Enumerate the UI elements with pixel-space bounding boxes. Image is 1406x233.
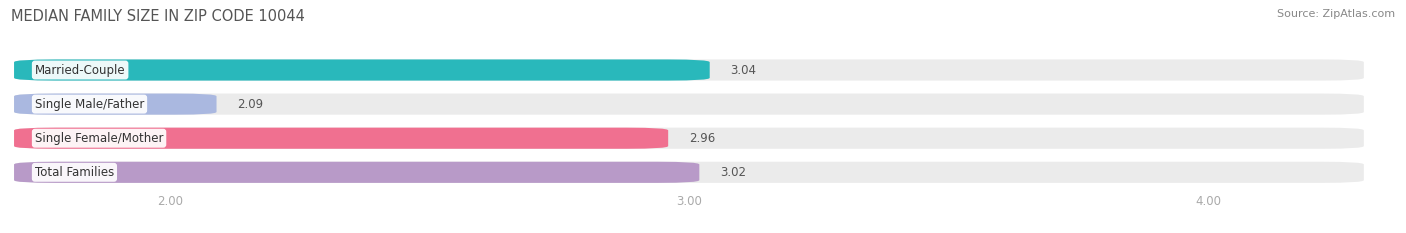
Text: Single Male/Father: Single Male/Father <box>35 98 145 111</box>
Text: 3.02: 3.02 <box>720 166 747 179</box>
FancyBboxPatch shape <box>14 128 668 149</box>
FancyBboxPatch shape <box>14 162 699 183</box>
Text: Total Families: Total Families <box>35 166 114 179</box>
Text: Married-Couple: Married-Couple <box>35 64 125 76</box>
Text: 3.04: 3.04 <box>731 64 756 76</box>
Text: Source: ZipAtlas.com: Source: ZipAtlas.com <box>1277 9 1395 19</box>
FancyBboxPatch shape <box>14 128 1364 149</box>
Text: 2.96: 2.96 <box>689 132 716 145</box>
FancyBboxPatch shape <box>14 93 1364 115</box>
FancyBboxPatch shape <box>14 93 217 115</box>
FancyBboxPatch shape <box>14 59 710 81</box>
FancyBboxPatch shape <box>14 59 1364 81</box>
Text: 2.09: 2.09 <box>238 98 263 111</box>
FancyBboxPatch shape <box>14 162 1364 183</box>
Text: MEDIAN FAMILY SIZE IN ZIP CODE 10044: MEDIAN FAMILY SIZE IN ZIP CODE 10044 <box>11 9 305 24</box>
Text: Single Female/Mother: Single Female/Mother <box>35 132 163 145</box>
